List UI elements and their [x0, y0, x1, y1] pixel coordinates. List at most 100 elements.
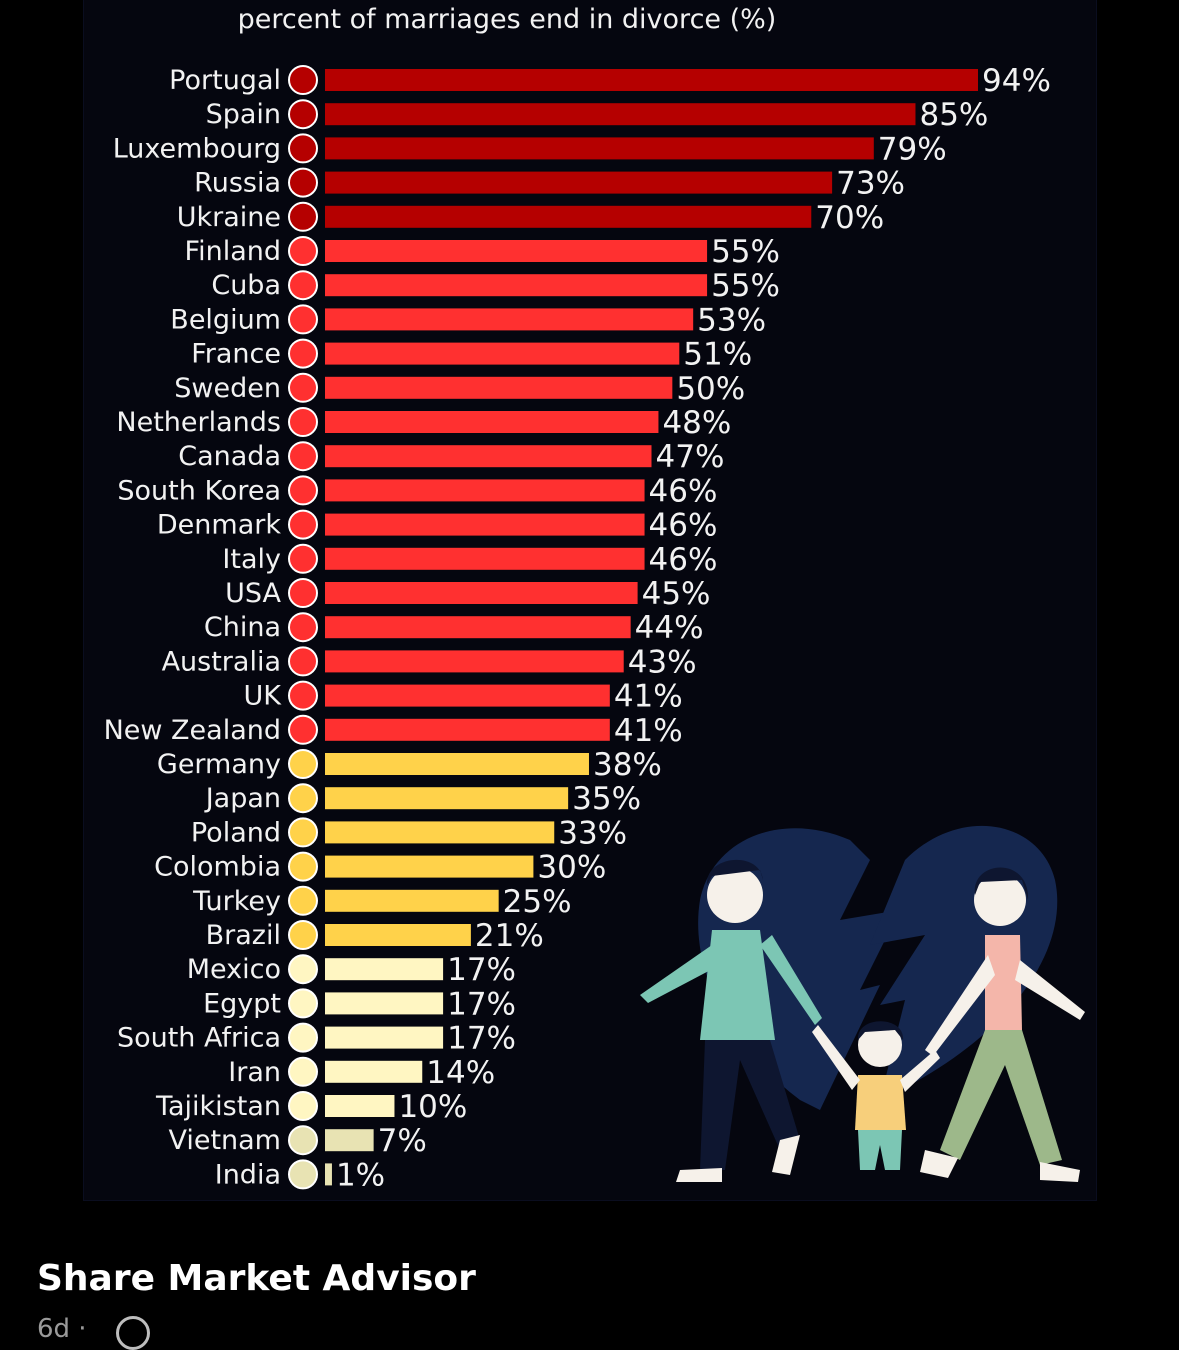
category-label: Italy	[222, 544, 281, 575]
bar	[325, 103, 916, 126]
bar	[325, 718, 610, 741]
value-label: 41%	[614, 679, 683, 715]
flag-luxembourg-icon	[288, 133, 318, 164]
value-label: 85%	[919, 97, 988, 133]
bar	[325, 240, 708, 262]
value-label: 35%	[572, 781, 641, 817]
value-label: 94%	[982, 63, 1051, 99]
post-author-name[interactable]: Share Market Advisor	[37, 1258, 476, 1299]
bar	[325, 889, 499, 912]
flag-portugal-icon	[288, 65, 318, 95]
flag-tajikistan-icon	[288, 1091, 318, 1121]
category-label: Portugal	[169, 65, 281, 96]
category-label: China	[204, 612, 281, 643]
category-label: UK	[244, 681, 283, 712]
bar	[325, 445, 652, 468]
category-label: Denmark	[157, 510, 281, 541]
bar	[325, 308, 694, 331]
category-label: Spain	[206, 99, 281, 130]
category-label: Vietnam	[168, 1125, 281, 1156]
category-label: Egypt	[203, 988, 281, 1019]
broken-family-illustration	[640, 825, 1085, 1182]
flag-usa-icon	[288, 578, 318, 608]
category-label: France	[191, 339, 281, 370]
value-label: 10%	[398, 1089, 467, 1125]
bar	[325, 137, 874, 160]
value-label: 41%	[614, 713, 683, 749]
category-label: Tajikistan	[155, 1091, 281, 1122]
value-label: 46%	[649, 473, 718, 509]
category-label: Iran	[228, 1057, 281, 1088]
value-label: 33%	[558, 815, 627, 851]
value-label: 1%	[336, 1157, 385, 1193]
value-label: 25%	[503, 884, 572, 920]
flag-italy-icon	[288, 543, 318, 574]
category-label: Brazil	[206, 920, 281, 951]
bar	[325, 1129, 374, 1152]
value-label: 79%	[878, 131, 947, 167]
value-label: 53%	[697, 302, 766, 338]
bar	[325, 753, 589, 775]
flag-india-icon	[288, 1159, 318, 1190]
category-label: Russia	[194, 168, 281, 199]
chart-title: percent of marriages end in divorce (%)	[237, 4, 777, 35]
category-label: Germany	[157, 749, 281, 780]
flag-brazil-icon	[288, 920, 318, 950]
flag-turkey-icon	[288, 885, 318, 916]
value-label: 51%	[683, 337, 752, 373]
category-label: Japan	[204, 783, 281, 814]
bar	[325, 992, 444, 1015]
value-label: 45%	[642, 576, 711, 612]
bar	[325, 684, 610, 707]
value-label: 46%	[649, 542, 718, 578]
flag-finland-icon	[288, 236, 318, 266]
category-label: Canada	[178, 441, 281, 472]
value-label: 73%	[836, 166, 905, 202]
value-label: 43%	[628, 644, 697, 680]
flag-canada-icon	[288, 441, 318, 472]
flag-spain-icon	[288, 99, 318, 130]
bar	[325, 1163, 332, 1186]
value-label: 17%	[447, 952, 516, 988]
value-label: 17%	[447, 986, 516, 1022]
value-label: 50%	[676, 371, 745, 407]
flag-cuba-icon	[288, 270, 318, 301]
bar	[325, 787, 569, 810]
bar	[325, 547, 645, 570]
flag-belgium-icon	[288, 304, 318, 335]
value-label: 47%	[656, 439, 725, 475]
flag-sweden-icon	[288, 372, 318, 403]
bar	[325, 513, 645, 536]
bar	[325, 582, 638, 604]
flag-uk-icon	[288, 680, 318, 711]
bar	[325, 855, 534, 878]
bar	[325, 616, 631, 639]
category-label: Belgium	[170, 304, 281, 335]
flag-south-africa-icon	[288, 1022, 318, 1053]
flag-egypt-icon	[288, 988, 318, 1019]
flag-netherlands-icon	[288, 407, 318, 437]
value-label: 7%	[378, 1123, 427, 1159]
bar	[325, 1060, 423, 1083]
value-label: 21%	[475, 918, 544, 954]
flag-japan-icon	[288, 783, 318, 814]
bar	[325, 205, 812, 228]
value-label: 38%	[593, 747, 662, 783]
bar	[325, 411, 659, 433]
category-label: India	[215, 1159, 281, 1190]
flag-south-korea-icon	[288, 475, 318, 506]
category-label: USA	[225, 578, 281, 609]
flag-france-icon	[288, 338, 318, 369]
category-label: Sweden	[174, 373, 281, 404]
flag-russia-icon	[288, 167, 318, 198]
bar-chart: Portugal 94% Spain 85% Luxembourg 79% Russia 73…	[104, 63, 1085, 1193]
bar	[325, 821, 555, 844]
flag-iran-icon	[288, 1056, 318, 1087]
category-label: Turkey	[192, 886, 281, 917]
flag-denmark-icon	[288, 509, 318, 540]
globe-icon	[116, 1316, 150, 1350]
bar	[325, 958, 444, 981]
bar	[325, 924, 471, 946]
value-label: 48%	[662, 405, 731, 441]
category-label: Ukraine	[177, 202, 281, 233]
